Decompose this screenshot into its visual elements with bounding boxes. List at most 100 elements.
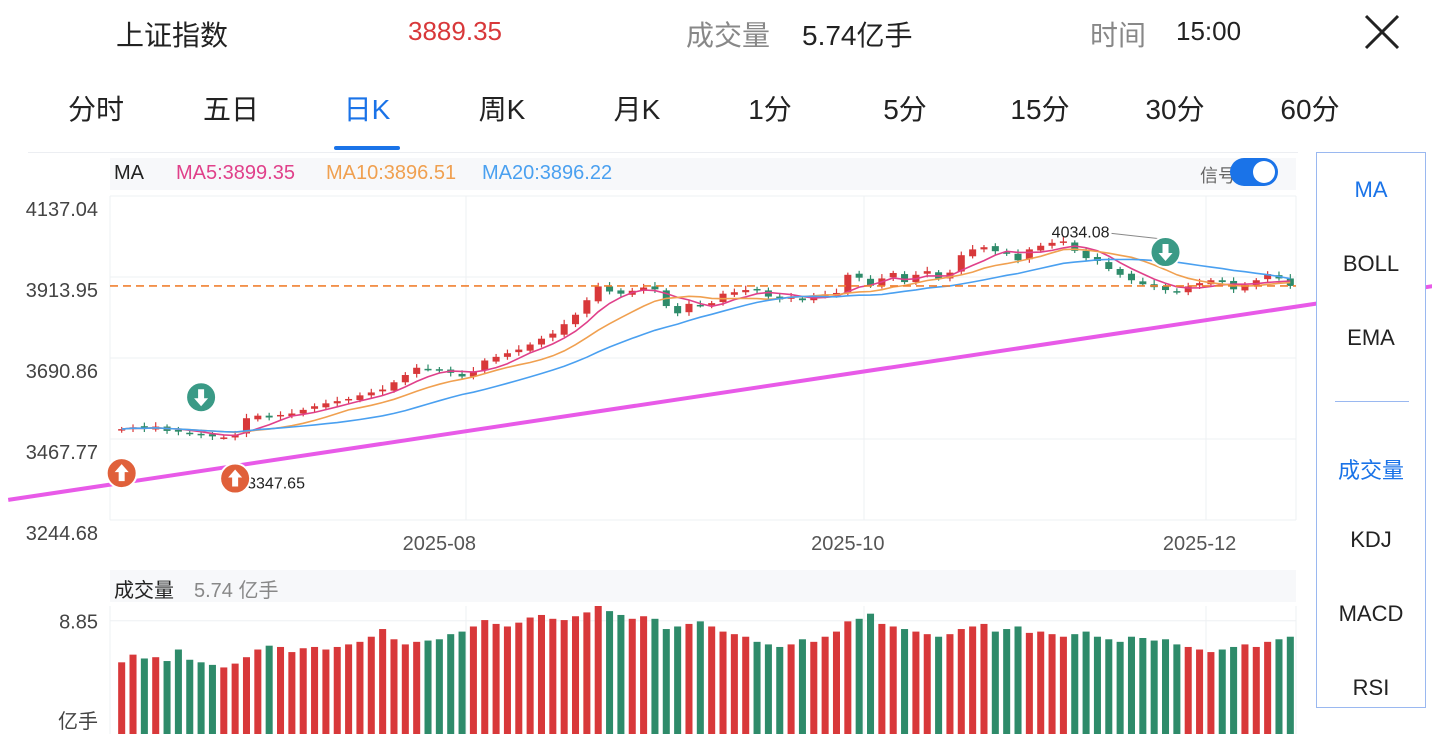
candle bbox=[957, 255, 965, 272]
candle bbox=[594, 286, 602, 302]
ma20-line bbox=[121, 258, 1291, 433]
indicator-kdj[interactable]: KDJ bbox=[1350, 527, 1392, 552]
tab-five-day[interactable]: 五日 bbox=[202, 94, 260, 125]
tab-5min[interactable]: 5分 bbox=[883, 94, 927, 125]
volume-bar bbox=[288, 652, 296, 734]
high-label: 4034.08 bbox=[1052, 224, 1110, 241]
volume-bar bbox=[662, 629, 670, 734]
candle bbox=[980, 247, 988, 250]
volume-bar bbox=[867, 613, 875, 734]
ma5-value: MA5:3899.35 bbox=[176, 162, 295, 184]
volume-bar bbox=[1241, 644, 1249, 734]
indicator-ema[interactable]: EMA bbox=[1347, 325, 1395, 350]
arrow-down-icon bbox=[1158, 244, 1173, 262]
volume-bar bbox=[594, 606, 602, 734]
trendline bbox=[7, 284, 1432, 502]
volume-bar bbox=[356, 641, 364, 734]
candle bbox=[901, 274, 909, 283]
candle bbox=[503, 353, 511, 357]
volume-bar bbox=[583, 612, 591, 734]
volume-bar bbox=[969, 626, 977, 734]
volume-bar bbox=[1025, 632, 1033, 734]
candle bbox=[855, 273, 863, 278]
candle bbox=[118, 429, 126, 431]
volume-bar bbox=[821, 636, 829, 734]
candle bbox=[685, 303, 693, 313]
volume-bar bbox=[606, 611, 614, 734]
candle bbox=[1264, 274, 1272, 280]
tab-daily-k[interactable]: 日K bbox=[343, 94, 391, 125]
candle bbox=[492, 356, 500, 362]
volume-bar bbox=[401, 644, 409, 734]
volume-unit-label: 亿手 bbox=[58, 710, 98, 733]
tab-fenshi[interactable]: 分时 bbox=[67, 94, 125, 125]
volume-title: 成交量 bbox=[114, 580, 174, 602]
ma5-line bbox=[121, 245, 1291, 437]
candle bbox=[1286, 278, 1294, 286]
candle bbox=[1082, 250, 1090, 259]
volume-bar bbox=[549, 618, 557, 734]
volume-title-bar: 成交量 5.74 亿手 bbox=[110, 570, 1296, 602]
volume-label: 成交量 bbox=[686, 20, 771, 51]
candle bbox=[186, 432, 194, 435]
volume-bar bbox=[208, 664, 216, 734]
candle bbox=[1014, 253, 1022, 261]
indicator-ma[interactable]: MA bbox=[1354, 177, 1388, 202]
candle bbox=[458, 373, 466, 377]
close-button[interactable] bbox=[1362, 12, 1402, 52]
volume-bar bbox=[379, 629, 387, 734]
volume-bar bbox=[1093, 636, 1101, 734]
candle bbox=[390, 382, 398, 391]
volume-bar bbox=[560, 620, 568, 734]
volume-bar bbox=[923, 634, 931, 734]
buy-signal-icon bbox=[219, 462, 252, 495]
indicator-volume[interactable]: 成交量 bbox=[1337, 458, 1404, 483]
y-axis-ticks: 4137.04 3913.95 3690.86 3467.77 3244.68 bbox=[26, 199, 98, 545]
candle bbox=[515, 349, 523, 353]
volume-bar bbox=[140, 658, 148, 734]
index-price: 3889.35 bbox=[408, 16, 502, 46]
volume-bar bbox=[197, 662, 205, 734]
volume-bar bbox=[1275, 639, 1283, 734]
volume-bar bbox=[1207, 652, 1215, 734]
tab-weekly-k[interactable]: 周K bbox=[478, 94, 526, 125]
volume-bar bbox=[764, 644, 772, 734]
volume-grid bbox=[109, 606, 1297, 734]
candle bbox=[537, 338, 545, 345]
ma-legend-bar: MA MA5:3899.35 MA10:3896.51 MA20:3896.22… bbox=[110, 158, 1296, 190]
candle bbox=[798, 298, 806, 301]
tab-30min[interactable]: 30分 bbox=[1145, 94, 1205, 125]
candle bbox=[583, 300, 591, 314]
ma10-line bbox=[121, 248, 1291, 434]
signal-toggle[interactable] bbox=[1230, 158, 1278, 186]
tab-monthly-k[interactable]: 月K bbox=[613, 94, 661, 125]
signal-label: 信号 bbox=[1200, 166, 1236, 186]
volume-bar bbox=[832, 631, 840, 734]
volume-bar bbox=[651, 618, 659, 734]
volume-bar bbox=[901, 629, 909, 734]
candle bbox=[1127, 273, 1135, 281]
x-tick-label: 2025-08 bbox=[403, 533, 476, 555]
volume-bar bbox=[1173, 644, 1181, 734]
high-leader bbox=[1111, 232, 1166, 240]
indicator-boll[interactable]: BOLL bbox=[1342, 251, 1400, 276]
candle bbox=[1003, 252, 1011, 254]
volume-bar bbox=[469, 626, 477, 734]
candle bbox=[311, 406, 319, 409]
tab-1min[interactable]: 1分 bbox=[748, 94, 792, 125]
candle bbox=[1037, 245, 1045, 251]
support-trendline bbox=[7, 284, 1432, 502]
indicator-rsi[interactable]: RSI bbox=[1352, 675, 1390, 700]
volume-bar bbox=[742, 636, 750, 734]
candle bbox=[220, 437, 228, 439]
indicator-macd[interactable]: MACD bbox=[1338, 601, 1404, 626]
candle bbox=[889, 272, 897, 278]
tab-15min[interactable]: 15分 bbox=[1010, 94, 1070, 125]
volume-bar bbox=[787, 644, 795, 734]
candle bbox=[1173, 291, 1181, 293]
volume-tick-label: 8.85 bbox=[59, 612, 98, 634]
candle bbox=[469, 371, 477, 377]
ma-legend-label: MA bbox=[114, 162, 144, 184]
volume-bar bbox=[810, 641, 818, 734]
tab-60min[interactable]: 60分 bbox=[1280, 94, 1340, 125]
